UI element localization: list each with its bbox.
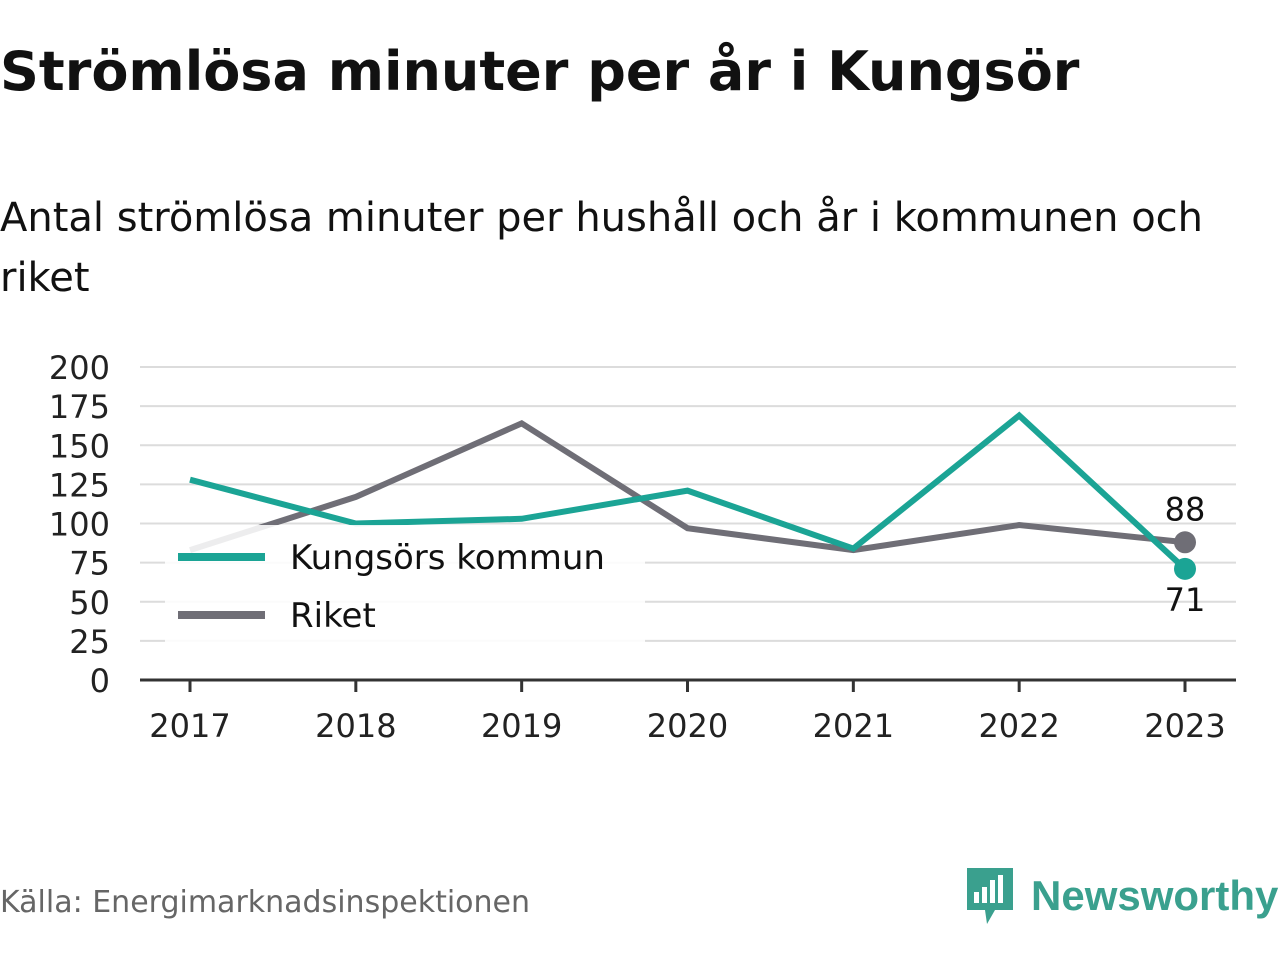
series-line xyxy=(189,411,1188,572)
x-tick-label: 2021 xyxy=(813,707,894,745)
logo-bar-4 xyxy=(998,875,1003,903)
x-tick-label: 2022 xyxy=(978,707,1059,745)
logo-bar-2 xyxy=(982,887,987,903)
y-tick-label: 200 xyxy=(49,349,110,387)
data-label: 88 xyxy=(1165,490,1206,528)
y-tick-label: 25 xyxy=(69,623,110,661)
x-tick-label: 2023 xyxy=(1144,707,1225,745)
y-tick-label: 50 xyxy=(69,584,110,622)
y-tick-label: 150 xyxy=(49,427,110,465)
brand-logo: Newsworthy xyxy=(965,864,1278,928)
y-tick-label: 75 xyxy=(69,545,110,583)
legend-label: Riket xyxy=(290,596,376,636)
newsworthy-logo-icon xyxy=(967,868,1013,924)
source-note: Källa: Energimarknadsinspektionen xyxy=(0,885,531,920)
chart-subtitle: Antal strömlösa minuter per hushåll och … xyxy=(0,195,1204,301)
brand-name: Newsworthy xyxy=(1031,872,1279,919)
data-label: 71 xyxy=(1165,581,1206,619)
series-line xyxy=(189,419,1186,554)
y-tick-label: 100 xyxy=(49,506,110,544)
x-axis: 2017 2018 2019 2020 2021 2022 2023 xyxy=(140,678,1236,745)
legend-background xyxy=(165,525,645,645)
legend: Kungsörs kommun Riket xyxy=(165,525,645,645)
logo-bar-1 xyxy=(974,892,979,903)
series-end-marker xyxy=(1174,531,1196,554)
chart-title: Strömlösa minuter per år i Kungsör xyxy=(0,40,1080,103)
x-tick-label: 2017 xyxy=(149,707,230,745)
series-end-marker xyxy=(1174,557,1196,580)
series-lines xyxy=(189,411,1188,572)
x-tick-label: 2018 xyxy=(315,707,396,745)
x-tick-label: 2019 xyxy=(481,707,562,745)
legend-label: Kungsörs kommun xyxy=(290,538,605,578)
y-tick-label: 125 xyxy=(49,466,110,504)
y-tick-label: 175 xyxy=(49,388,110,426)
y-tick-label: 0 xyxy=(90,662,110,700)
end-labels: 71 88 xyxy=(1165,490,1206,619)
logo-bar-3 xyxy=(990,880,995,903)
x-tick-label: 2020 xyxy=(647,707,728,745)
